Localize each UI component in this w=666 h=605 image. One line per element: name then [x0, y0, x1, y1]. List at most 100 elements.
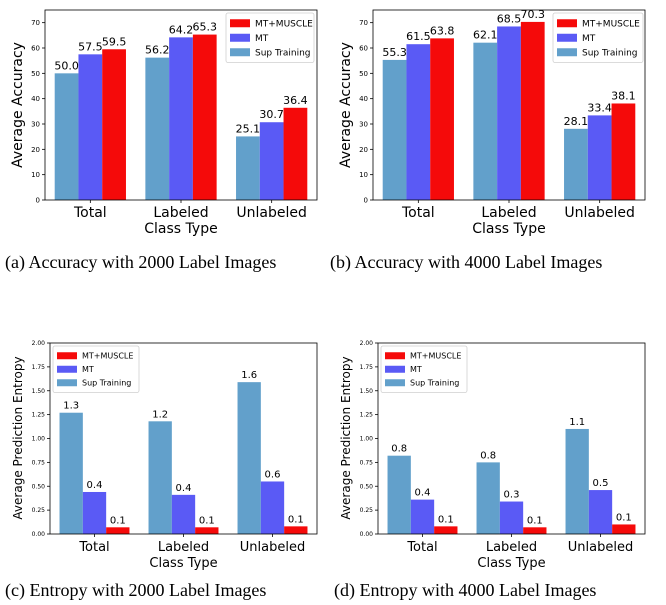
y-tick-label: 30 — [359, 120, 368, 128]
legend-label: MT — [582, 34, 596, 44]
y-tick-label: 0.00 — [32, 531, 46, 538]
data-label: 0.5 — [593, 478, 609, 489]
bar — [434, 526, 458, 534]
y-tick-label: 50 — [31, 70, 40, 78]
data-label: 68.5 — [497, 12, 522, 25]
data-label: 0.8 — [480, 450, 496, 461]
y-tick-label: 0 — [364, 196, 368, 204]
figure-caption: (d) Entropy with 4000 Label Images — [334, 580, 596, 601]
y-tick-label: 50 — [359, 70, 368, 78]
data-label: 55.3 — [382, 46, 407, 59]
y-axis-label: Average Accuracy — [338, 42, 354, 168]
bar — [611, 103, 636, 200]
legend-swatch — [385, 365, 405, 373]
figure-caption: (a) Accuracy with 2000 Label Images — [5, 252, 276, 273]
legend-label: MT+MUSCLE — [410, 352, 461, 361]
legend-label: Sup Training — [582, 48, 638, 58]
data-label: 61.5 — [406, 30, 431, 43]
chart-panel-1: 0 10 20 30 40 50 60 70 50.0 57.5 59.5 Total 56.2 64.2… — [10, 9, 318, 237]
y-tick-label: 40 — [359, 95, 368, 103]
bar — [523, 527, 547, 534]
y-tick-label: 0 — [36, 196, 40, 204]
legend-swatch — [57, 379, 77, 387]
legend: MT+MUSCLE MT Sup Training — [225, 12, 315, 63]
legend-swatch — [385, 379, 405, 387]
data-label: 70.3 — [521, 8, 546, 21]
bar — [387, 455, 411, 534]
x-tick-label: Total — [406, 540, 437, 555]
data-label: 0.4 — [415, 488, 431, 499]
legend-label: Sup Training — [82, 379, 131, 388]
bar — [473, 42, 498, 201]
data-label: 1.3 — [63, 401, 79, 412]
y-tick-label: 1.25 — [32, 412, 46, 419]
data-label: 57.5 — [78, 40, 103, 53]
y-tick-label: 0.00 — [360, 531, 374, 538]
data-label: 64.2 — [169, 23, 194, 36]
y-tick-label: 1.00 — [32, 436, 46, 443]
bar — [260, 481, 285, 534]
legend-swatch — [385, 352, 405, 360]
bar — [520, 21, 545, 201]
bar — [476, 462, 500, 534]
bar — [145, 57, 170, 201]
bar — [192, 34, 217, 200]
data-label: 59.5 — [102, 35, 127, 48]
y-tick-label: 1.00 — [360, 436, 374, 443]
bar — [82, 491, 107, 534]
y-tick-label: 40 — [31, 95, 40, 103]
x-axis-label: Class Type — [472, 221, 545, 237]
legend: MT+MUSCLE MT Sup Training — [52, 345, 140, 393]
data-label: 0.1 — [527, 515, 543, 526]
bar — [171, 494, 196, 534]
bar — [236, 136, 260, 200]
y-tick-label: 0.75 — [32, 459, 46, 466]
bar — [588, 490, 613, 534]
legend-swatch — [57, 365, 77, 373]
data-label: 50.0 — [54, 59, 79, 72]
x-tick-label: Labeled — [158, 540, 209, 555]
legend-swatch — [557, 33, 577, 42]
x-tick-label: Unlabeled — [240, 540, 305, 555]
y-tick-label: 10 — [359, 171, 368, 179]
data-label: 65.3 — [193, 21, 218, 34]
bar — [59, 412, 83, 534]
data-label: 0.8 — [391, 444, 407, 455]
x-tick-label: Labeled — [481, 205, 536, 221]
bar — [195, 527, 219, 534]
y-tick-label: 60 — [31, 44, 40, 52]
bar — [612, 524, 636, 534]
legend-label: MT — [255, 34, 269, 44]
data-label: 0.1 — [288, 514, 304, 525]
bar — [283, 107, 308, 200]
y-tick-label: 0.25 — [360, 507, 374, 514]
data-label: 30.7 — [259, 108, 284, 121]
bar — [284, 526, 308, 534]
legend-swatch — [230, 48, 250, 57]
bar — [148, 421, 172, 534]
y-tick-label: 70 — [359, 19, 368, 27]
legend-swatch — [230, 33, 250, 42]
y-tick-label: 60 — [359, 44, 368, 52]
x-tick-label: Total — [78, 540, 109, 555]
bar — [54, 73, 79, 200]
plot-frame — [377, 342, 646, 535]
data-label: 0.3 — [504, 490, 520, 501]
x-axis-label: Class Type — [149, 556, 217, 571]
legend-swatch — [557, 19, 577, 28]
x-tick-label: Unlabeled — [564, 205, 634, 221]
data-label: 1.1 — [569, 417, 585, 428]
y-tick-label: 20 — [31, 146, 40, 154]
x-tick-label: Total — [401, 205, 435, 221]
y-tick-label: 1.50 — [32, 388, 46, 395]
data-label: 0.4 — [176, 483, 192, 494]
y-tick-label: 1.75 — [32, 364, 46, 371]
bar — [499, 501, 524, 534]
bar — [259, 122, 284, 200]
x-tick-label: Unlabeled — [568, 540, 633, 555]
y-tick-label: 1.75 — [360, 364, 374, 371]
bar — [237, 382, 261, 534]
data-label: 0.6 — [265, 469, 281, 480]
y-tick-label: 2.00 — [360, 340, 374, 347]
